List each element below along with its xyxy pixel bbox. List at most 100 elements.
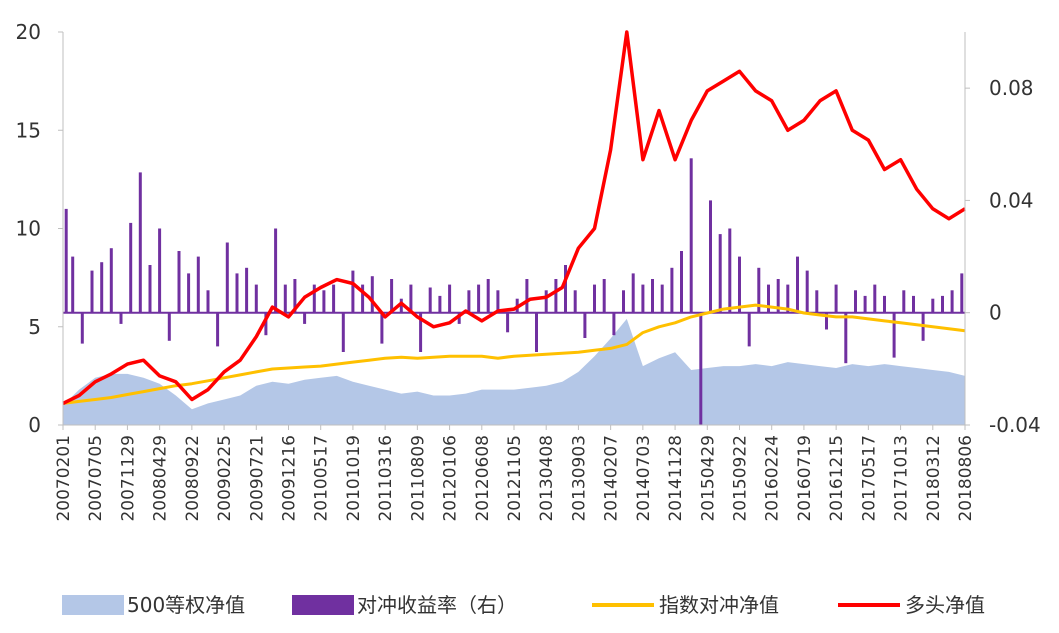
- bar-hedge-return: [90, 270, 94, 313]
- bar-hedge-return: [80, 312, 84, 344]
- bar-hedge-return: [825, 312, 828, 330]
- bar-hedge-return: [622, 290, 625, 313]
- bar-hedge-return: [564, 265, 567, 313]
- bar-hedge-return: [902, 290, 906, 313]
- x-tick-label: 20180312: [924, 435, 944, 522]
- y2-tick-label: 0.04: [989, 188, 1034, 212]
- bar-hedge-return: [873, 284, 877, 313]
- bar-hedge-return: [525, 279, 529, 313]
- bar-hedge-return: [351, 270, 355, 313]
- bar-hedge-return: [148, 265, 152, 313]
- legend-label-area: 500等权净值: [127, 593, 245, 617]
- bar-hedge-return: [786, 284, 790, 313]
- x-tick-label: 20180806: [956, 435, 976, 522]
- bar-hedge-return: [477, 284, 481, 313]
- bar-hedge-return: [815, 290, 819, 313]
- bar-hedge-return: [274, 228, 278, 313]
- x-tick-label: 20090721: [247, 435, 267, 522]
- bar-hedge-return: [767, 284, 770, 313]
- bar-hedge-return: [602, 279, 606, 313]
- series-line-hedge: [62, 303, 966, 405]
- bar-hedge-return: [322, 290, 326, 313]
- y-ticks: 0 5 10 15 20: [16, 20, 63, 437]
- bar-hedge-return: [718, 234, 722, 313]
- bar-hedge-return: [854, 290, 857, 313]
- bar-hedge-return: [428, 287, 432, 313]
- bar-hedge-return: [554, 279, 558, 313]
- x-tick-label: 20101019: [344, 435, 364, 522]
- bar-hedge-return: [863, 295, 867, 313]
- bar-hedge-return: [631, 273, 635, 313]
- bar-hedge-return: [457, 312, 461, 324]
- bar-hedge-return: [709, 200, 712, 313]
- x-tick-label: 20121105: [505, 435, 525, 522]
- bar-hedge-return: [912, 295, 915, 313]
- bar-hedge-return: [235, 273, 239, 313]
- y-tick-label: 15: [16, 118, 41, 142]
- bar-hedge-return: [805, 270, 809, 313]
- bar-hedge-return: [883, 295, 886, 313]
- y-tick-label: 20: [16, 20, 41, 44]
- x-tick-label: 20091216: [280, 435, 300, 522]
- bar-hedge-return: [670, 267, 674, 313]
- bar-hedge-return: [303, 312, 307, 324]
- bar-hedge-return: [419, 312, 423, 352]
- legend-swatch-bars: [292, 595, 354, 615]
- bar-hedge-return: [544, 290, 548, 313]
- y-tick-label: 10: [16, 217, 41, 241]
- bar-hedge-return: [680, 251, 683, 313]
- x-tick-label: 20140703: [634, 435, 654, 522]
- bar-hedge-return: [293, 279, 297, 313]
- bar-hedge-return: [728, 228, 732, 313]
- bar-hedge-return: [177, 251, 181, 313]
- series-area-500: [63, 318, 965, 425]
- legend: 500等权净值 对冲收益率（右） 指数对冲净值 多头净值: [62, 593, 985, 617]
- bar-hedge-return: [535, 312, 538, 352]
- bar-hedge-return: [312, 284, 316, 313]
- bar-hedge-return: [254, 284, 258, 313]
- bar-hedge-return: [409, 284, 413, 313]
- x-tick-label: 20080429: [151, 435, 171, 522]
- bar-hedge-return: [747, 312, 751, 347]
- x-tick-label: 20090225: [215, 435, 235, 522]
- bar-hedge-return: [158, 228, 162, 313]
- bar-hedge-return: [583, 312, 587, 338]
- bar-hedge-return: [167, 312, 171, 341]
- bar-hedge-return: [216, 312, 220, 347]
- bar-hedge-return: [506, 312, 510, 333]
- x-tick-label: 20070201: [54, 435, 74, 522]
- bar-hedge-return: [651, 279, 654, 313]
- bar-hedge-return: [341, 312, 345, 352]
- bar-hedge-return: [361, 284, 365, 313]
- x-tick-label: 20110809: [408, 435, 428, 522]
- legend-label-long: 多头净值: [905, 593, 985, 617]
- bar-hedge-return: [796, 256, 799, 313]
- axes: [62, 32, 966, 426]
- x-tick-label: 20170517: [859, 435, 879, 522]
- x-ticks: 20070201 20070705 20071129 20080429 20080922…: [54, 425, 976, 522]
- x-tick-label: 20161215: [827, 435, 847, 522]
- x-tick-label: 20150922: [731, 435, 751, 522]
- bar-hedge-return: [612, 312, 616, 336]
- legend-label-bars: 对冲收益率（右）: [357, 593, 517, 617]
- x-tick-label: 20130408: [537, 435, 557, 522]
- x-tick-label: 20120608: [473, 435, 493, 522]
- bar-hedge-return: [834, 284, 838, 313]
- x-tick-label: 20141128: [666, 435, 686, 522]
- bar-hedge-return: [448, 284, 452, 313]
- y-tick-label: 0: [28, 413, 41, 437]
- bar-hedge-return: [738, 256, 741, 313]
- bar-hedge-return: [225, 242, 229, 313]
- bar-hedge-return: [119, 312, 123, 324]
- bar-hedge-return: [100, 262, 104, 313]
- x-tick-label: 20110316: [376, 435, 396, 522]
- bar-hedge-return: [593, 284, 596, 313]
- x-tick-label: 20150429: [698, 435, 718, 522]
- bar-hedge-return: [641, 284, 645, 313]
- x-tick-label: 20130903: [569, 435, 589, 522]
- bar-hedge-return: [283, 284, 287, 313]
- bar-hedge-return: [438, 295, 442, 313]
- legend-label-hedge: 指数对冲净值: [659, 593, 779, 617]
- bar-hedge-return: [399, 298, 403, 313]
